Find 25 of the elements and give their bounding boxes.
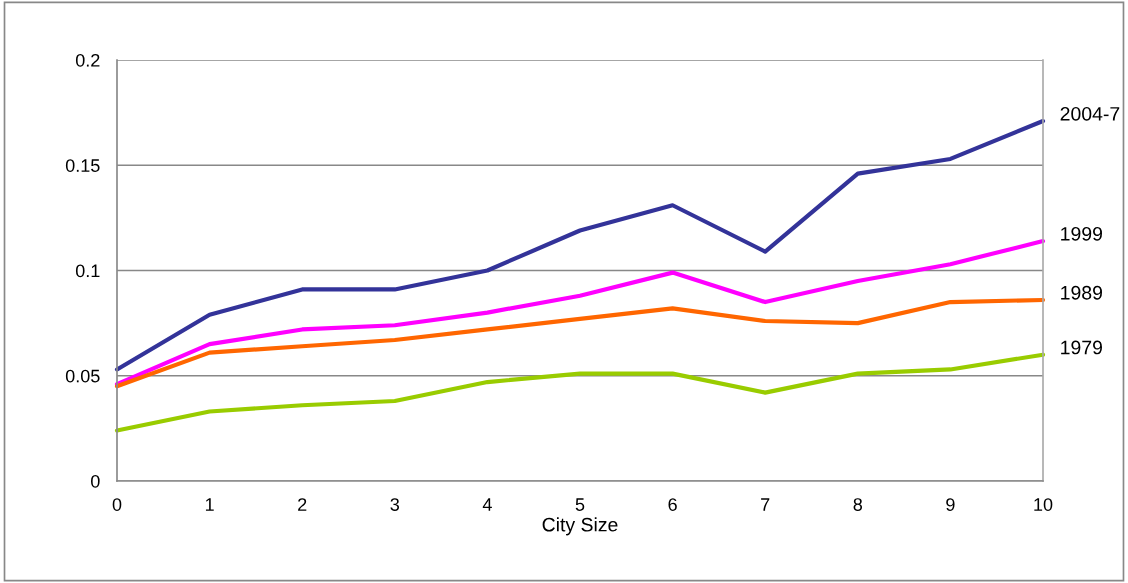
x-axis-title: City Size [542,517,618,536]
x-tick-label: 0 [112,498,122,511]
line-series [114,238,1046,387]
y-tick-label: 0 [91,474,100,488]
x-tick-label: 1 [205,498,214,511]
x-tick-label: 3 [390,498,400,511]
y-tick-label: 0.2 [75,53,100,67]
line-series [114,352,1046,433]
line-series [114,297,1046,389]
x-tick-label: 8 [853,498,863,511]
x-tick-label: 5 [575,498,585,511]
series-label: 1979 [1061,340,1102,355]
x-tick-label: 7 [761,498,770,511]
series-label: 1989 [1061,285,1102,300]
series-label: 1999 [1061,226,1102,241]
x-tick-label: 9 [946,498,955,511]
y-tick-label: 0.15 [65,159,100,172]
x-tick-label: 4 [482,498,492,511]
line-series [114,118,1046,372]
x-tick-label: 10 [1034,498,1053,511]
y-tick-label: 0.1 [75,264,100,278]
x-tick-label: 2 [298,498,307,511]
series-label: 2004-7 [1060,106,1120,121]
y-tick-label: 0.05 [65,369,100,383]
x-tick-label: 6 [668,498,677,511]
